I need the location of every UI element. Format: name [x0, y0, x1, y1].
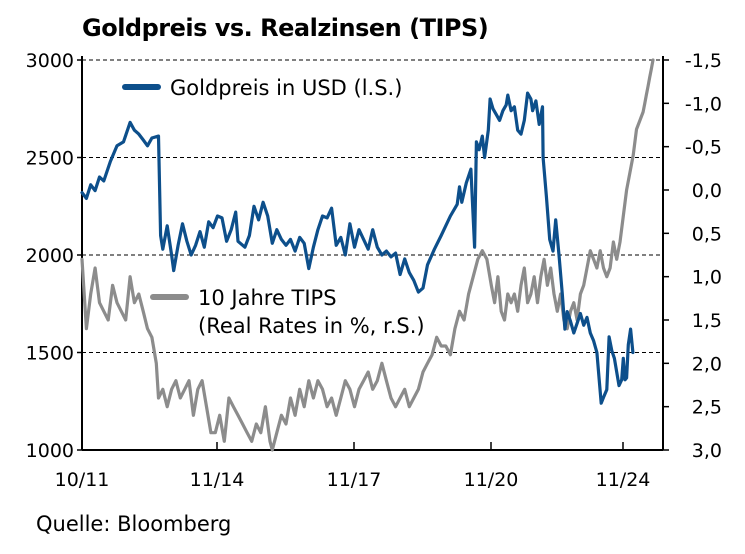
- source-note: Quelle: Bloomberg: [36, 512, 232, 536]
- x-tick-label: 11/17: [327, 469, 382, 491]
- y-left-tick-label: 3000: [26, 50, 74, 72]
- legend-label-gold: Goldpreis in USD (l.S.): [170, 76, 402, 100]
- y-right-tick-label: 3,0: [692, 440, 722, 462]
- y-left-tick-label: 1000: [26, 440, 74, 462]
- legend-label-tips: 10 Jahre TIPS: [198, 286, 337, 310]
- series-line-gold: [80, 91, 635, 405]
- x-tick-label: 11/24: [596, 469, 651, 491]
- y-right-tick-label: 1,5: [692, 310, 722, 332]
- y-right-tick-label: 0,0: [692, 180, 722, 202]
- series-line-tips: [80, 58, 655, 452]
- y-right-tick-label: -1,0: [685, 93, 722, 115]
- y-right-tick-label: 2,5: [692, 397, 722, 419]
- x-tick-label: 10/11: [55, 469, 110, 491]
- y-left-tick-label: 1500: [26, 343, 74, 365]
- y-left-tick-label: 2000: [26, 245, 74, 267]
- y-left-tick-label: 2500: [26, 148, 74, 170]
- y-right-tick-label: -0,5: [685, 137, 722, 159]
- x-tick-label: 11/14: [190, 469, 245, 491]
- x-tick-label: 11/20: [464, 469, 519, 491]
- y-right-tick-label: 1,0: [692, 267, 722, 289]
- y-right-tick-label: 0,5: [692, 223, 722, 245]
- y-right-tick-label: 2,0: [692, 353, 722, 375]
- legend-label-tips-sub: (Real Rates in %, r.S.): [198, 314, 425, 338]
- chart-title: Goldpreis vs. Realzinsen (TIPS): [82, 14, 489, 42]
- y-right-tick-label: -1,5: [685, 50, 722, 72]
